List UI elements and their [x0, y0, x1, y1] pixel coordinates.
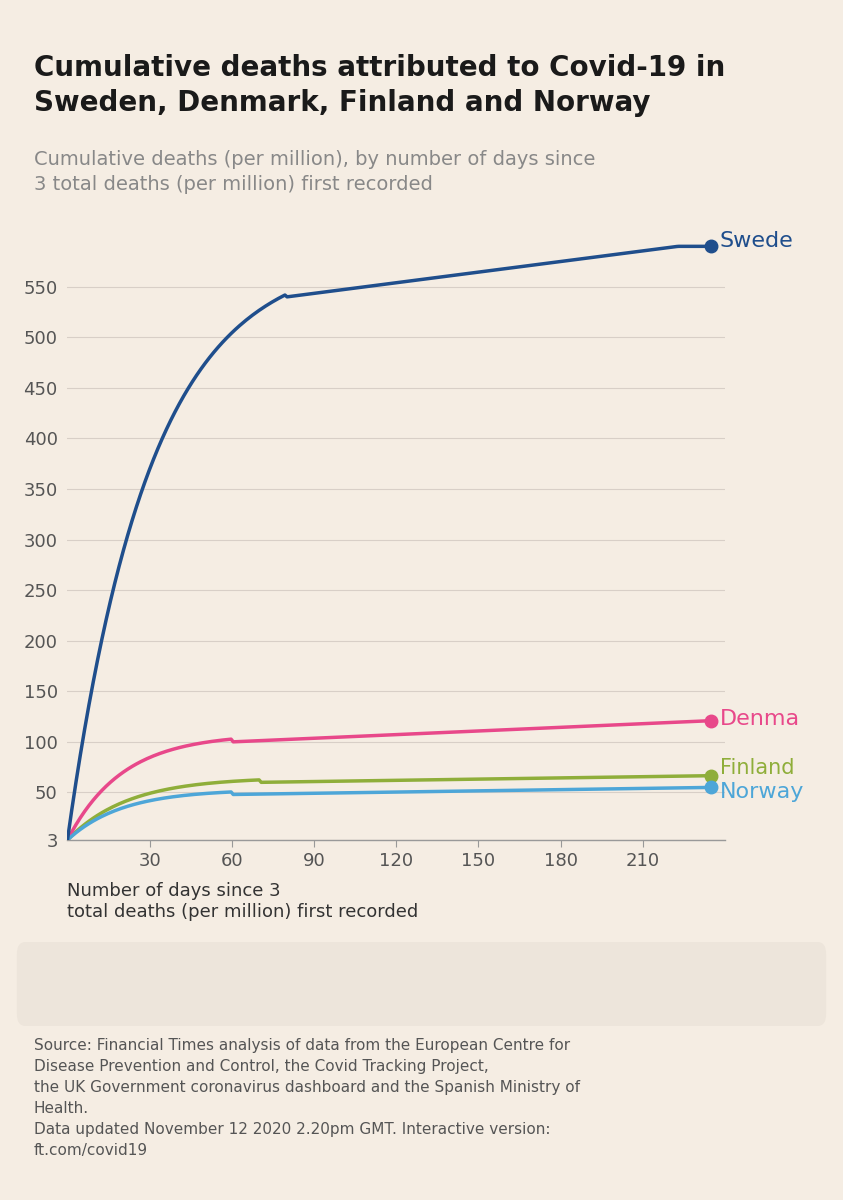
Circle shape — [732, 970, 756, 998]
Text: Source: Financial Times analysis of data from the European Centre for
Disease Pr: Source: Financial Times analysis of data… — [34, 1038, 580, 1158]
Text: Show unselected countries/blocs: Show unselected countries/blocs — [59, 974, 425, 994]
Text: Denma: Denma — [719, 709, 800, 728]
Text: Cumulative deaths attributed to Covid-19 in
Sweden, Denmark, Finland and Norway: Cumulative deaths attributed to Covid-19… — [34, 54, 725, 116]
Text: Finland: Finland — [719, 757, 794, 778]
Text: Swede: Swede — [719, 232, 793, 251]
Text: Cumulative deaths (per million), by number of days since
3 total deaths (per mil: Cumulative deaths (per million), by numb… — [34, 150, 595, 194]
Text: Number of days since 3
total deaths (per million) first recorded: Number of days since 3 total deaths (per… — [67, 882, 419, 920]
Text: Norway: Norway — [719, 782, 804, 803]
FancyBboxPatch shape — [681, 948, 772, 1020]
